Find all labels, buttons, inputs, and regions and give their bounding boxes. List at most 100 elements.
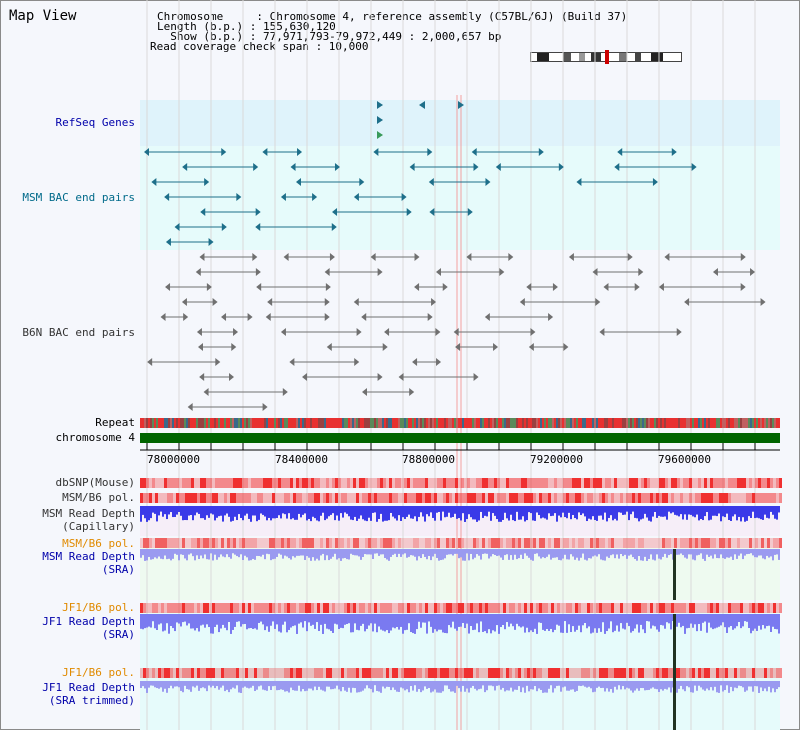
polymorphism-cell	[389, 603, 392, 613]
polymorphism-cell	[614, 538, 617, 548]
read-depth-bar	[332, 614, 334, 633]
read-depth-bar	[310, 549, 312, 561]
repeat-segment	[204, 418, 206, 428]
polymorphism-cell	[176, 478, 179, 488]
polymorphism-cell	[206, 493, 209, 503]
read-depth-bar	[568, 549, 570, 560]
repeat-segment	[338, 418, 340, 428]
read-depth-bar	[766, 506, 768, 518]
polymorphism-cell	[302, 493, 305, 503]
bac-end-glyph	[671, 148, 677, 156]
repeat-segment	[776, 418, 778, 428]
read-depth-bar	[218, 614, 220, 633]
bac-end-glyph	[455, 343, 461, 351]
repeat-segment	[446, 418, 448, 428]
read-depth-bar	[644, 681, 646, 691]
polymorphism-cell	[392, 478, 395, 488]
read-depth-bar	[522, 506, 524, 517]
read-depth-bar	[144, 681, 146, 689]
read-depth-bar	[228, 614, 230, 623]
read-depth-bar	[650, 549, 652, 555]
chromosome-ideogram[interactable]	[530, 50, 682, 64]
polymorphism-cell	[746, 478, 749, 488]
repeat-segment	[564, 418, 566, 428]
polymorphism-cell	[713, 493, 716, 503]
read-depth-bar	[194, 549, 196, 561]
read-depth-bar	[624, 614, 626, 630]
polymorphism-cell	[353, 478, 356, 488]
read-depth-bar	[642, 681, 644, 689]
read-depth-bar	[282, 681, 284, 690]
polymorphism-cell	[239, 538, 242, 548]
polymorphism-cell	[152, 478, 155, 488]
read-depth-bar	[742, 549, 744, 560]
read-depth-bar	[668, 614, 670, 624]
polymorphism-cell	[665, 493, 668, 503]
read-depth-bar	[660, 681, 662, 690]
read-depth-bar	[166, 614, 168, 624]
read-depth-bar	[186, 506, 188, 521]
read-depth-bar	[450, 549, 452, 555]
polymorphism-cell	[422, 668, 425, 678]
bac-end-glyph	[377, 268, 383, 276]
read-depth-bar	[708, 549, 710, 557]
bac-end-glyph	[676, 328, 682, 336]
polymorphism-cell	[272, 478, 275, 488]
polymorphism-cell	[749, 493, 752, 503]
read-depth-bar	[516, 549, 518, 560]
read-depth-bar	[476, 681, 478, 691]
repeat-segment	[144, 418, 146, 428]
polymorphism-cell	[179, 668, 182, 678]
read-depth-bar	[434, 506, 436, 521]
read-depth-bar	[622, 549, 624, 557]
bac-end-glyph	[401, 193, 407, 201]
polymorphism-cell	[212, 493, 215, 503]
read-depth-bar	[380, 614, 382, 630]
read-depth-bar	[764, 549, 766, 560]
polymorphism-cell	[620, 668, 623, 678]
read-depth-bar	[776, 549, 778, 555]
read-depth-bar	[736, 549, 738, 559]
read-depth-bar	[610, 549, 612, 556]
polymorphism-cell	[497, 603, 500, 613]
polymorphism-cell	[194, 538, 197, 548]
polymorphism-cell	[434, 668, 437, 678]
repeat-segment	[754, 418, 756, 428]
polymorphism-cell	[428, 478, 431, 488]
read-depth-bar	[278, 506, 280, 516]
polymorphism-cell	[539, 478, 542, 488]
read-depth-bar	[438, 681, 440, 693]
read-depth-bar	[256, 506, 258, 522]
repeat-segment	[584, 418, 586, 428]
polymorphism-cell	[482, 668, 485, 678]
polymorphism-cell	[587, 538, 590, 548]
polymorphism-cell	[515, 493, 518, 503]
read-depth-bar	[290, 614, 292, 628]
polymorphism-cell	[779, 478, 782, 488]
read-depth-bar	[560, 549, 562, 561]
read-depth-bar	[632, 506, 634, 512]
read-depth-bar	[624, 506, 626, 515]
polymorphism-cell	[416, 603, 419, 613]
read-depth-bar	[534, 614, 536, 629]
polymorphism-cell	[494, 478, 497, 488]
read-depth-bar	[358, 614, 360, 631]
repeat-segment	[574, 418, 576, 428]
polymorphism-cell	[293, 603, 296, 613]
read-depth-bar	[718, 614, 720, 627]
read-depth-bar	[546, 614, 548, 629]
read-depth-bar	[338, 681, 340, 690]
polymorphism-cell	[461, 478, 464, 488]
read-depth-bar	[406, 681, 408, 690]
read-depth-bar	[756, 614, 758, 631]
polymorphism-cell	[563, 603, 566, 613]
read-depth-bar	[146, 549, 148, 561]
bac-end-glyph	[165, 238, 171, 246]
bac-end-glyph	[282, 388, 288, 396]
polymorphism-cell	[491, 668, 494, 678]
repeat-segment	[188, 418, 190, 428]
read-depth-bar	[606, 614, 608, 632]
read-depth-bar	[430, 506, 432, 513]
read-depth-bar	[248, 681, 250, 689]
